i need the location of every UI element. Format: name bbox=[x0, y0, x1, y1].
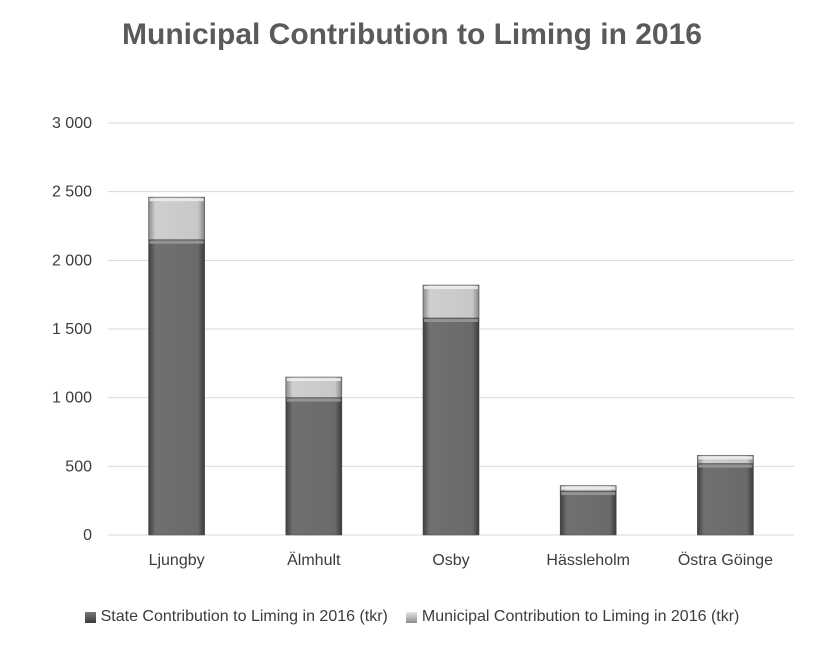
legend-item-municipal: Municipal Contribution to Liming in 2016… bbox=[405, 608, 740, 626]
legend-swatch-state bbox=[84, 611, 96, 623]
y-tick-label: 3 000 bbox=[52, 115, 92, 132]
bar-bevel-highlight bbox=[561, 492, 616, 496]
bar-segment-municipal bbox=[285, 376, 343, 398]
bar-segment-state bbox=[559, 490, 617, 536]
chart-plot: 0 500 1 000 1 500 2 000 2 500 3 000 Ljungby Älmh… bbox=[52, 115, 794, 569]
y-tick-label: 0 bbox=[83, 527, 92, 544]
x-category-label: Ljungby bbox=[149, 552, 205, 569]
bar-bevel-highlight bbox=[286, 398, 341, 402]
bar-bevel-highlight bbox=[561, 486, 616, 490]
legend-label-state: State Contribution to Liming in 2016 (tk… bbox=[100, 608, 388, 625]
bar-segment-municipal bbox=[148, 196, 205, 241]
bar-bevel-highlight bbox=[698, 456, 753, 460]
legend-swatch-municipal bbox=[405, 611, 417, 623]
x-category-label: Osby bbox=[432, 552, 469, 569]
y-tick-label: 2 500 bbox=[52, 184, 92, 201]
y-tick-label: 500 bbox=[65, 458, 92, 475]
bar-segment-state bbox=[697, 463, 754, 536]
bar-bevel-highlight bbox=[698, 464, 753, 468]
y-tick-label: 1 500 bbox=[52, 321, 92, 338]
bar-segment-state bbox=[285, 397, 343, 536]
bar-segment-state bbox=[148, 239, 205, 536]
x-category-label: Hässleholm bbox=[546, 552, 630, 569]
bar-segment-municipal bbox=[422, 284, 480, 319]
y-tick-label: 2 000 bbox=[52, 252, 92, 269]
bar-bevel-highlight bbox=[286, 378, 341, 382]
bar-bevel-highlight bbox=[149, 240, 204, 244]
y-tick-label: 1 000 bbox=[52, 390, 92, 407]
legend-item-state: State Contribution to Liming in 2016 (tk… bbox=[84, 608, 388, 626]
x-category-label: Älmhult bbox=[287, 551, 341, 569]
bar-bevel-highlight bbox=[424, 286, 478, 290]
legend: State Contribution to Liming in 2016 (tk… bbox=[0, 608, 824, 626]
bar-bevel-highlight bbox=[424, 319, 478, 323]
bar-bevel-highlight bbox=[149, 198, 204, 202]
bar-segment-state bbox=[422, 317, 480, 536]
legend-label-municipal: Municipal Contribution to Liming in 2016… bbox=[421, 608, 740, 625]
bar-segment-municipal bbox=[697, 455, 754, 464]
chart-title: Municipal Contribution to Liming in 2016 bbox=[122, 18, 702, 51]
x-category-label: Östra Göinge bbox=[678, 551, 773, 569]
